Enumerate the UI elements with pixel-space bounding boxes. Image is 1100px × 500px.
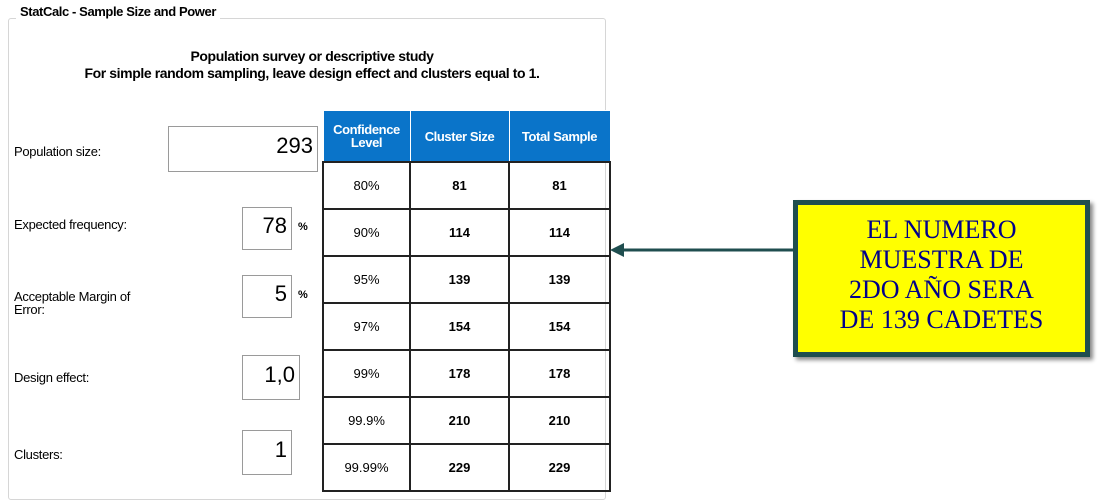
callout-line: 2DO AÑO SERA [849, 275, 1034, 304]
table-row: 95% 139 139 [322, 255, 611, 304]
input-box[interactable]: 1 [242, 430, 292, 475]
table-cell: 139 [409, 255, 510, 304]
table-row: 80% 81 81 [322, 161, 611, 210]
input-box[interactable]: 293 [168, 126, 318, 172]
field-label: Clusters: [14, 447, 63, 462]
callout: EL NUMERO MUESTRA DE 2DO AÑO SERA DE 139 CA… [793, 200, 1090, 357]
callout-line: DE 139 CADETES [839, 305, 1044, 334]
table-cell: 229 [409, 443, 510, 492]
table-cell: 95% [322, 255, 411, 304]
table-row: 99.99% 229 229 [322, 443, 611, 492]
table-cell: 99.9% [322, 396, 411, 445]
table-cell: 81 [508, 161, 611, 210]
table-cell: 139 [508, 255, 611, 304]
callout-line: MUESTRA DE [859, 245, 1024, 274]
results-table: Confidence Level Cluster Size Total Sample… [322, 110, 611, 492]
table-cell: 154 [508, 302, 611, 351]
table-cell: 81 [409, 161, 510, 210]
table-cell: 154 [409, 302, 510, 351]
table-row: 99.9% 210 210 [322, 396, 611, 445]
table-cell: 80% [322, 161, 411, 210]
table-cell: 114 [409, 208, 510, 257]
column-header: Cluster Size [409, 110, 510, 163]
table-row: 99% 178 178 [322, 349, 611, 398]
unit: % [298, 221, 308, 233]
field-label: Design effect: [14, 370, 90, 385]
table-cell: 178 [508, 349, 611, 398]
input-box[interactable]: 1,0 [242, 355, 300, 400]
table-cell: 97% [322, 302, 411, 351]
input-box[interactable]: 5 [242, 275, 292, 318]
table-cell: 99.99% [322, 443, 411, 492]
table-cell: 210 [508, 396, 611, 445]
field-label: Acceptable Margin of Error: [14, 289, 131, 317]
window-title: StatCalc - Sample Size and Power [16, 4, 220, 19]
table-row: 90% 114 114 [322, 208, 611, 257]
column-header: Confidence Level [322, 110, 411, 163]
field-label: Population size: [14, 144, 101, 159]
table-cell: 210 [409, 396, 510, 445]
arrow [610, 243, 793, 257]
column-header: Total Sample [508, 110, 611, 163]
table-cell: 99% [322, 349, 411, 398]
header-subtitle: For simple random sampling, leave design… [84, 65, 540, 81]
callout-line: EL NUMERO [866, 215, 1017, 244]
table-cell: 114 [508, 208, 611, 257]
header-title: Population survey or descriptive study [190, 48, 434, 64]
input-box[interactable]: 78 [242, 207, 292, 250]
table-cell: 178 [409, 349, 510, 398]
table-cell: 90% [322, 208, 411, 257]
table-row: 97% 154 154 [322, 302, 611, 351]
table-cell: 229 [508, 443, 611, 492]
unit: % [298, 289, 308, 301]
field-label: Expected frequency: [14, 217, 127, 232]
